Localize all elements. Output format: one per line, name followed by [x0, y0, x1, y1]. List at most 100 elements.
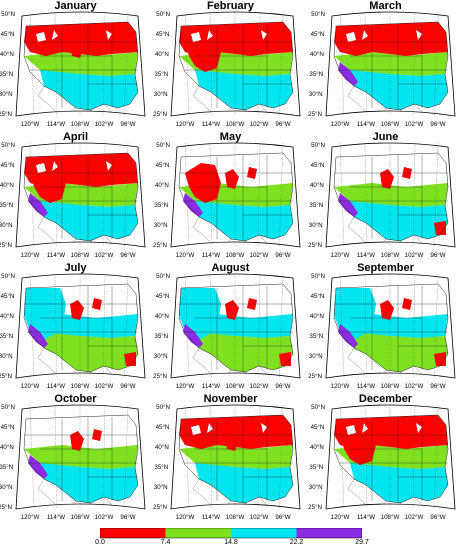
lat-label: 50°N — [1, 404, 15, 411]
lon-label: 102°W — [95, 383, 114, 390]
region-purple — [338, 324, 358, 348]
map-frame — [170, 273, 301, 379]
lon-label: 108°W — [381, 121, 400, 128]
panel-title: November — [203, 393, 258, 405]
panel-title: August — [211, 262, 250, 274]
lon-label: 114°W — [202, 252, 220, 259]
lat-label: 40°N — [155, 444, 169, 451]
map-september: 50°N 45°N 40°N 35°N 30°N 25°N 120°W 114°W 108°W 1… — [308, 273, 456, 390]
map-frame — [170, 11, 301, 117]
lat-label: 30°N — [0, 222, 13, 229]
region-purple — [183, 324, 203, 348]
lon-label: 102°W — [405, 252, 424, 259]
lon-label: 120°W — [176, 252, 195, 259]
lat-label: 45°N — [311, 31, 325, 38]
panel-title: March — [369, 0, 402, 12]
lon-label: 108°W — [381, 514, 400, 521]
lat-label: 25°N — [0, 111, 12, 118]
lat-label: 45°N — [1, 162, 15, 169]
panel-title: June — [372, 131, 399, 143]
lat-label: 45°N — [156, 424, 170, 431]
lat-label: 50°N — [311, 11, 325, 18]
region-red — [124, 352, 136, 366]
map-november: 50°N 45°N 40°N 35°N 30°N 25°N 120°W 114°W 108°W 1… — [153, 404, 301, 521]
lon-label: 114°W — [357, 252, 375, 259]
map-march: 50°N 45°N 40°N 35°N 30°N 25°N 120°W 114°W 108°W 1… — [308, 11, 456, 128]
lon-label: 120°W — [21, 252, 40, 259]
lon-label: 96°W — [275, 252, 290, 259]
colorbar-segment-1 — [100, 528, 166, 538]
lat-label: 35°N — [0, 333, 13, 340]
lat-label: 35°N — [309, 333, 323, 340]
lon-label: 114°W — [202, 383, 220, 390]
lat-label: 30°N — [309, 353, 323, 360]
lat-label: 40°N — [0, 51, 14, 58]
lon-label: 96°W — [430, 252, 445, 259]
lon-label: 96°W — [430, 121, 445, 128]
lat-label: 50°N — [1, 273, 15, 280]
map-april: 50°N 45°N 40°N 35°N 30°N 25°N 120°W 114°W 108°W 1… — [0, 142, 146, 259]
region-red — [225, 167, 257, 189]
lon-label: 120°W — [21, 383, 40, 390]
map-panel-december: December 50°N 45°N 40°N 35°N 30°N 25°N 120°W 11… — [308, 393, 461, 523]
map-february: 50°N 45°N 40°N 35°N 30°N 25°N 120°W 114°W 108°W 1… — [153, 11, 301, 128]
lon-label: 108°W — [71, 121, 90, 128]
region-purple — [28, 324, 48, 348]
map-panel-january: January 50°N 45°N 40°N 35°N 30°N 25°N 120°W 114… — [0, 0, 151, 130]
lon-label: 102°W — [250, 514, 269, 521]
region-purple — [338, 62, 358, 86]
map-panel-october: October 50°N 45°N 40°N 35°N 30°N 25°N 120°W 114… — [0, 393, 151, 523]
region-no-data — [346, 30, 422, 42]
map-frame — [170, 142, 301, 248]
region-cyan — [24, 288, 66, 340]
lon-label: 114°W — [47, 514, 65, 521]
lon-label: 120°W — [331, 121, 350, 128]
panel-title: January — [54, 0, 97, 12]
lat-label: 45°N — [1, 31, 15, 38]
region-cyan — [350, 201, 448, 241]
lat-label: 30°N — [154, 353, 168, 360]
lon-label: 108°W — [381, 383, 400, 390]
map-frame — [325, 273, 456, 379]
lon-label: 102°W — [405, 121, 424, 128]
lat-label: 35°N — [154, 202, 168, 209]
map-may: 50°N 45°N 40°N 35°N 30°N 25°N 120°W 114°W 108°W 1… — [153, 142, 301, 259]
lon-label: 96°W — [120, 252, 135, 259]
lat-label: 35°N — [309, 202, 323, 209]
lon-label: 102°W — [405, 514, 424, 521]
lat-label: 35°N — [309, 71, 323, 78]
lat-label: 45°N — [311, 424, 325, 431]
lon-label: 120°W — [176, 121, 195, 128]
lat-label: 30°N — [0, 484, 13, 491]
lat-label: 25°N — [153, 504, 167, 511]
region-cyan — [334, 288, 376, 340]
colorbar-tick-label: 14.8 — [224, 539, 238, 546]
region-no-data — [191, 30, 267, 42]
lon-label: 114°W — [202, 514, 220, 521]
colorbar-segment-3 — [231, 528, 297, 538]
lat-label: 45°N — [1, 424, 15, 431]
lon-label: 108°W — [381, 252, 400, 259]
region-no-data — [191, 423, 267, 435]
region-cyan — [40, 70, 138, 110]
region-purple — [338, 193, 358, 217]
region-red — [434, 221, 446, 235]
lat-label: 30°N — [154, 222, 168, 229]
region-red — [279, 352, 291, 366]
lat-label: 25°N — [308, 373, 322, 380]
region-purple — [183, 193, 203, 217]
map-panel-july: July 50°N 45°N 40°N 35°N 30°N 25°N 120°W 114°W 1… — [0, 262, 151, 392]
lat-label: 25°N — [0, 504, 12, 511]
region-red — [70, 429, 102, 451]
panel-title: February — [206, 0, 255, 12]
map-june: 50°N 45°N 40°N 35°N 30°N 25°N 120°W 114°W 108°W 1… — [308, 142, 456, 259]
lat-label: 45°N — [311, 293, 325, 300]
lat-label: 40°N — [155, 313, 169, 320]
lon-label: 114°W — [47, 252, 65, 259]
lon-label: 120°W — [176, 383, 195, 390]
lat-label: 50°N — [156, 11, 170, 18]
map-frame — [325, 142, 456, 248]
map-panel-april: April 50°N 45°N 40°N 35°N 30°N 25°N 120°W 114°W… — [0, 131, 151, 261]
lon-label: 108°W — [226, 252, 245, 259]
